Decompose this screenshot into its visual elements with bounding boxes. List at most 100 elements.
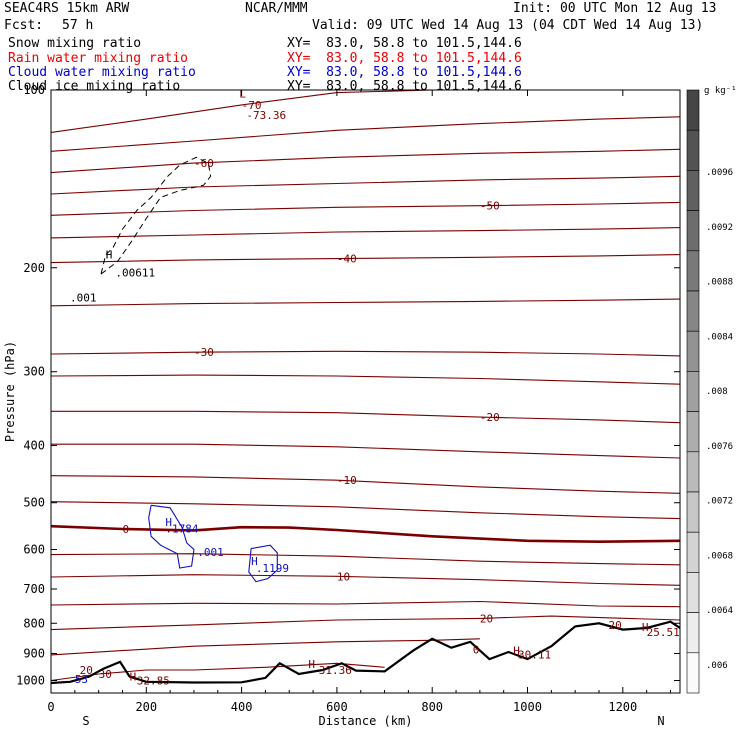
extremum-label: H xyxy=(513,644,520,657)
extremum-label: .001 xyxy=(197,546,224,559)
field-name-rain: Rain water mixing ratio xyxy=(8,51,189,66)
colorbar-label: .0068 xyxy=(706,551,733,561)
extremum-label: 0 xyxy=(473,643,480,656)
temperature-contour-label: -10 xyxy=(337,474,357,487)
colorbar-label: .0096 xyxy=(706,168,733,178)
colorbar-swatch xyxy=(686,170,700,211)
temperature-contour xyxy=(51,443,680,459)
extremum-label: 53 xyxy=(75,673,88,686)
temperature-contour xyxy=(51,116,680,152)
y-tick-label-top: 100 xyxy=(23,83,45,97)
colorbar-swatch xyxy=(686,572,700,613)
temperature-contour xyxy=(51,410,680,424)
extremum-label: .1199 xyxy=(256,562,289,575)
plot-frame xyxy=(50,89,681,694)
temperature-contour-label: -20 xyxy=(480,411,500,424)
init-time: Init: 00 UTC Mon 12 Aug 13 xyxy=(513,1,717,16)
temperature-contour-label: -70 xyxy=(242,99,262,112)
cloud-water-contour xyxy=(248,544,278,583)
temperature-contour-label: 0 xyxy=(122,523,129,536)
x-tick-label: 1000 xyxy=(513,700,542,714)
extremum-label: H xyxy=(165,516,172,529)
field-xy-rain: XY= 83.0, 58.8 to 101.5,144.6 xyxy=(287,51,522,66)
colorbar-swatch xyxy=(686,290,700,332)
y-tick-label: 900 xyxy=(23,646,45,660)
forecast-hours: 57 h xyxy=(62,18,94,33)
colorbar-swatch xyxy=(686,210,700,252)
x-tick-label: 0 xyxy=(47,700,54,714)
y-tick-label: 800 xyxy=(23,616,45,630)
y-tick-label: 200 xyxy=(23,261,45,275)
colorbar-swatch xyxy=(686,531,700,573)
temperature-contour xyxy=(51,374,680,385)
temperature-contour-label: 30 xyxy=(99,668,112,681)
temperature-contour xyxy=(51,148,680,174)
x-tick-label: 200 xyxy=(135,700,157,714)
x-axis-title: Distance (km) xyxy=(319,714,413,728)
x-tick-label: 600 xyxy=(326,700,348,714)
temperature-contour xyxy=(51,254,680,264)
colorbar-swatch xyxy=(686,330,700,372)
x-tick-label: 800 xyxy=(421,700,443,714)
temperature-contour xyxy=(51,615,680,631)
south-end-label: S xyxy=(82,714,89,728)
temperature-contour-label: 20 xyxy=(480,612,493,625)
temperature-contour xyxy=(51,298,680,307)
extremum-label: .00611 xyxy=(115,267,155,280)
temperature-contour xyxy=(51,600,680,608)
colorbar-label: .0064 xyxy=(706,606,733,616)
title-center: NCAR/MMM xyxy=(245,1,308,16)
extremum-label: H xyxy=(308,658,315,671)
colorbar-unit: g kg⁻¹ xyxy=(704,86,737,96)
north-end-label: N xyxy=(657,714,664,728)
cloud-water-contour xyxy=(148,504,195,569)
forecast-label: Fcst: xyxy=(4,18,44,33)
colorbar-swatch xyxy=(686,652,700,694)
field-name-snow: Snow mixing ratio xyxy=(8,36,142,51)
colorbar-label: .0092 xyxy=(706,223,733,233)
temperature-contour-label: 10 xyxy=(337,570,350,583)
extremum-label: 25.51 xyxy=(647,626,680,639)
y-tick-label: 1000 xyxy=(16,673,45,687)
colorbar-swatch xyxy=(686,491,700,533)
y-tick-label: 500 xyxy=(23,496,45,510)
colorbar-label: .0088 xyxy=(706,278,733,288)
temperature-contour xyxy=(51,227,680,239)
colorbar-swatch xyxy=(686,612,700,654)
temperature-contour xyxy=(51,175,680,195)
temperature-contour xyxy=(51,662,385,682)
extremum-label: H xyxy=(251,555,258,568)
colorbar-swatch xyxy=(686,371,700,412)
temperature-contour xyxy=(51,501,680,520)
temperature-contour xyxy=(51,201,680,216)
extremum-label: L xyxy=(239,88,246,101)
y-tick-label: 300 xyxy=(23,365,45,379)
temperature-contour xyxy=(51,90,647,133)
field-name-cloud-water: Cloud water mixing ratio xyxy=(8,65,196,80)
extremum-label: H xyxy=(130,670,137,683)
field-xy-snow: XY= 83.0, 58.8 to 101.5,144.6 xyxy=(287,36,522,51)
temperature-contour xyxy=(51,638,480,656)
colorbar-swatch xyxy=(686,411,700,453)
x-tick-label: 400 xyxy=(231,700,253,714)
colorbar-label: .0076 xyxy=(706,442,733,452)
extremum-label: 20 xyxy=(609,619,622,632)
extremum-label: -73.36 xyxy=(246,109,286,122)
title-left: SEAC4RS 15km ARW xyxy=(4,1,130,16)
colorbar-swatch xyxy=(686,89,700,131)
extremum-label: 31.36 xyxy=(319,664,352,677)
colorbar-label: .0072 xyxy=(706,497,733,507)
y-tick-label: 600 xyxy=(23,542,45,556)
extremum-label: 30.11 xyxy=(518,649,551,662)
temperature-contour xyxy=(51,475,680,494)
temperature-contour xyxy=(51,350,680,357)
temperature-contour xyxy=(51,574,680,586)
extremum-label: .001 xyxy=(70,291,97,304)
terrain-line xyxy=(51,620,680,685)
extremum-label: .1784 xyxy=(165,522,198,535)
colorbar-swatch xyxy=(686,451,700,493)
extremum-label: H xyxy=(642,621,649,634)
temperature-contour xyxy=(51,524,680,544)
y-tick-label: 400 xyxy=(23,439,45,453)
